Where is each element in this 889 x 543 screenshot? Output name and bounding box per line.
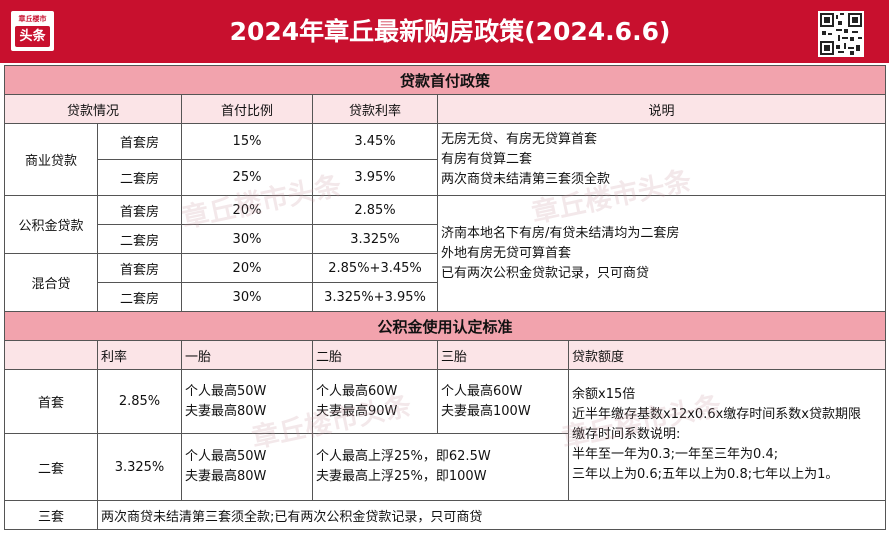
logo-line1: 章丘楼市 bbox=[18, 15, 47, 23]
fund-first-label: 首套 bbox=[4, 369, 98, 434]
commercial-first-rate: 3.45% bbox=[312, 123, 438, 160]
commercial-first-type: 首套房 bbox=[97, 123, 182, 160]
provident-loan-label: 公积金贷款 bbox=[4, 195, 98, 254]
provident-second-rate: 3.325% bbox=[312, 224, 438, 254]
mixed-second-type: 二套房 bbox=[97, 282, 182, 312]
provident-second-type: 二套房 bbox=[97, 224, 182, 254]
fund-first-child3: 个人最高60W 夫妻最高100W bbox=[437, 369, 569, 434]
fund-first-child2-couple: 夫妻最高90W bbox=[316, 403, 398, 419]
commercial-second-down: 25% bbox=[181, 159, 313, 196]
fund-second-rate: 3.325% bbox=[97, 433, 182, 501]
header-banner: 章丘楼市 头条 2024年章丘最新购房政策(2024.6.6) bbox=[0, 0, 889, 63]
fund-first-child3-personal: 个人最高60W bbox=[441, 383, 523, 399]
fund-quota: 余额x15倍 近半年缴存基数x12x0.6x缴存时间系数x贷款期限 缴存时间系数… bbox=[568, 369, 886, 501]
brand-logo: 章丘楼市 头条 bbox=[11, 11, 54, 51]
fund-col-blank bbox=[4, 340, 98, 370]
mixed-second-down: 30% bbox=[181, 282, 313, 312]
fund-quota-line-1: 余额x15倍 bbox=[572, 387, 636, 402]
commercial-note-2: 有房有贷算二套 bbox=[441, 151, 533, 167]
fund-second-child23: 个人最高上浮25%，即62.5W 夫妻最高上浮25%，即100W bbox=[312, 433, 569, 501]
fund-col-child3: 三胎 bbox=[437, 340, 569, 370]
mixed-first-type: 首套房 bbox=[97, 253, 182, 283]
fund-col-rate: 利率 bbox=[97, 340, 182, 370]
mixed-first-down: 20% bbox=[181, 253, 313, 283]
commercial-second-rate: 3.95% bbox=[312, 159, 438, 196]
fund-col-child2: 二胎 bbox=[312, 340, 438, 370]
provident-first-rate: 2.85% bbox=[312, 195, 438, 225]
fund-second-child1-couple: 夫妻最高80W bbox=[185, 469, 267, 484]
fund-first-child1-couple: 夫妻最高80W bbox=[185, 403, 267, 419]
qr-code-icon bbox=[818, 11, 864, 57]
fund-first-child2-personal: 个人最高60W bbox=[316, 383, 398, 399]
commercial-notes: 无房无贷、有房无贷算首套 有房有贷算二套 两次商贷未结清第三套须全款 bbox=[437, 123, 886, 196]
commercial-note-1: 无房无贷、有房无贷算首套 bbox=[441, 131, 598, 147]
commercial-loan-label: 商业贷款 bbox=[4, 123, 98, 196]
provident-first-type: 首套房 bbox=[97, 195, 182, 225]
mixed-first-rate: 2.85%+3.45% bbox=[312, 253, 438, 283]
fund-col-quota: 贷款额度 bbox=[568, 340, 886, 370]
policy-table: 贷款首付政策 贷款情况 首付比例 贷款利率 说明 商业贷款 首套房 15% 3.… bbox=[4, 65, 886, 530]
fund-first-rate: 2.85% bbox=[97, 369, 182, 434]
fund-section-title: 公积金使用认定标准 bbox=[4, 311, 886, 341]
provident-note-3: 已有两次公积金贷款记录，只可商贷 bbox=[441, 265, 650, 281]
col-loan-rate: 贷款利率 bbox=[312, 94, 438, 124]
loan-section-title: 贷款首付政策 bbox=[4, 65, 886, 95]
commercial-second-type: 二套房 bbox=[97, 159, 182, 196]
mixed-second-rate: 3.325%+3.95% bbox=[312, 282, 438, 312]
fund-second-child1-personal: 个人最高50W bbox=[185, 449, 267, 464]
col-notes: 说明 bbox=[437, 94, 886, 124]
col-loan-type: 贷款情况 bbox=[4, 94, 182, 124]
fund-first-child2: 个人最高60W 夫妻最高90W bbox=[312, 369, 438, 434]
col-down-payment: 首付比例 bbox=[181, 94, 313, 124]
fund-third-text: 两次商贷未结清第三套须全款;已有两次公积金贷款记录，只可商贷 bbox=[97, 500, 886, 530]
fund-second-child23-personal: 个人最高上浮25%，即62.5W bbox=[316, 449, 491, 464]
provident-second-down: 30% bbox=[181, 224, 313, 254]
fund-quota-line-2: 近半年缴存基数x12x0.6x缴存时间系数x贷款期限 bbox=[572, 407, 861, 422]
logo-line2: 头条 bbox=[15, 26, 50, 47]
provident-first-down: 20% bbox=[181, 195, 313, 225]
fund-first-child1-personal: 个人最高50W bbox=[185, 383, 267, 399]
fund-col-child1: 一胎 bbox=[181, 340, 313, 370]
fund-quota-line-3: 缴存时间系数说明: bbox=[572, 427, 681, 442]
provident-note-1: 济南本地名下有房/有贷未结清均为二套房 bbox=[441, 225, 680, 241]
provident-notes: 济南本地名下有房/有贷未结清均为二套房 外地有房无贷可算首套 已有两次公积金贷款… bbox=[437, 195, 886, 312]
fund-second-child1: 个人最高50W 夫妻最高80W bbox=[181, 433, 313, 501]
mixed-loan-label: 混合贷 bbox=[4, 253, 98, 312]
fund-quota-line-4: 半年至一年为0.3;一年至三年为0.4; bbox=[572, 447, 779, 462]
fund-quota-line-5: 三年以上为0.6;五年以上为0.8;七年以上为1。 bbox=[572, 467, 839, 482]
fund-second-child23-couple: 夫妻最高上浮25%，即100W bbox=[316, 469, 487, 484]
fund-first-child3-couple: 夫妻最高100W bbox=[441, 403, 531, 419]
fund-third-label: 三套 bbox=[4, 500, 98, 530]
commercial-first-down: 15% bbox=[181, 123, 313, 160]
fund-second-label: 二套 bbox=[4, 433, 98, 501]
commercial-note-3: 两次商贷未结清第三套须全款 bbox=[441, 171, 611, 187]
fund-first-child1: 个人最高50W 夫妻最高80W bbox=[181, 369, 313, 434]
provident-note-2: 外地有房无贷可算首套 bbox=[441, 245, 572, 261]
page-title: 2024年章丘最新购房政策(2024.6.6) bbox=[229, 17, 671, 46]
